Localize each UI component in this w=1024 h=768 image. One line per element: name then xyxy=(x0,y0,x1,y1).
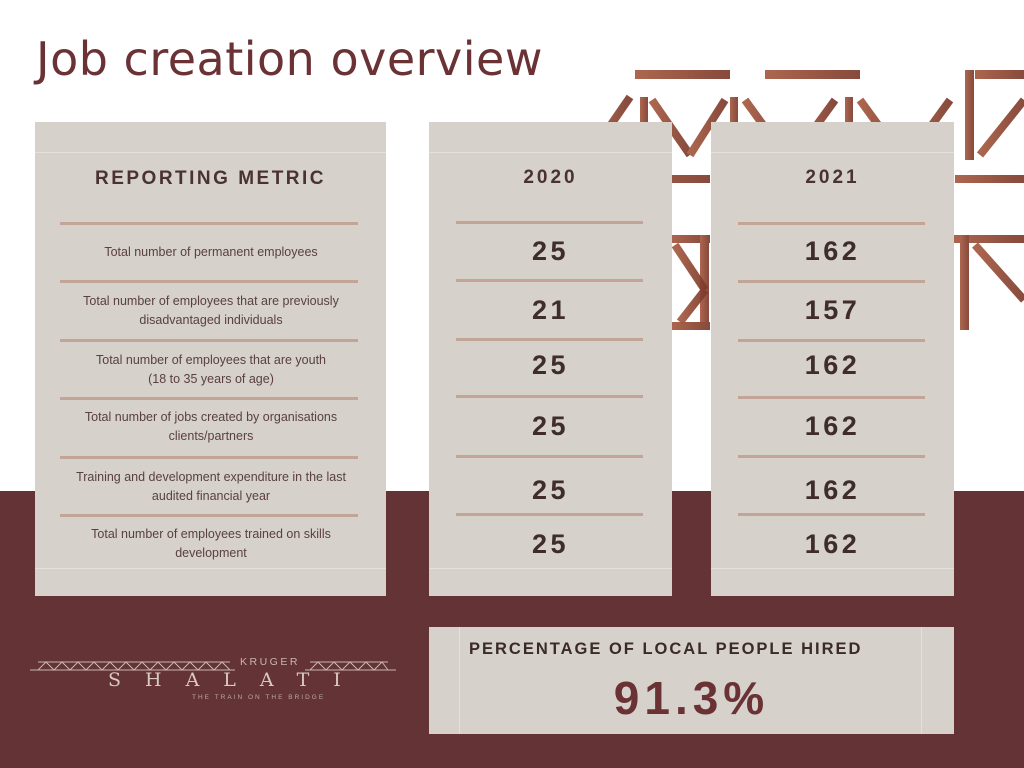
metric-label-line: disadvantaged individuals xyxy=(139,313,283,327)
metric-label-line: Training and development expenditure in … xyxy=(76,470,346,484)
value-2020: 25 xyxy=(531,411,570,441)
value-2021: 162 xyxy=(804,350,861,380)
row-divider xyxy=(738,222,925,225)
metric-label-youth-employees: Total number of employees that are youth… xyxy=(57,351,365,389)
row-divider xyxy=(456,279,643,282)
metric-label-disadvantaged-employees: Total number of employees that are previ… xyxy=(57,292,365,330)
row-divider xyxy=(60,456,358,459)
value-2020: 25 xyxy=(531,475,570,505)
metric-label-training-expenditure: Training and development expenditure in … xyxy=(57,468,365,506)
row-divider xyxy=(738,513,925,516)
row-divider xyxy=(60,280,358,283)
metric-label-line: Total number of jobs created by organisa… xyxy=(84,410,338,424)
kruger-shalati-logo: KRUGER SHALATI THE TRAIN ON THE BRIDGE xyxy=(30,652,396,704)
row-divider xyxy=(738,339,925,342)
metric-label-line: clients/partners xyxy=(168,429,254,443)
local-hire-label: PERCENTAGE OF LOCAL PEOPLE HIRED xyxy=(469,640,863,658)
logo-kruger-text: KRUGER xyxy=(240,656,300,668)
metric-label-line: Total number of employees that are youth xyxy=(96,353,326,367)
metric-label-line: audited financial year xyxy=(151,489,271,503)
row-divider xyxy=(60,397,358,400)
row-divider xyxy=(60,339,358,342)
row-divider xyxy=(456,338,643,341)
metric-label-line: (18 to 35 years of age) xyxy=(148,372,274,386)
metric-header: REPORTING METRIC xyxy=(94,168,327,189)
bridge-truss-icon xyxy=(30,661,396,671)
year-column-2021: 2021 162 157 162 162 162 162 xyxy=(711,122,954,596)
value-2020: 25 xyxy=(531,529,570,559)
row-divider xyxy=(456,221,643,224)
row-divider xyxy=(456,395,643,398)
row-divider xyxy=(738,280,925,283)
row-divider xyxy=(738,455,925,458)
local-hire-card: PERCENTAGE OF LOCAL PEOPLE HIRED 91.3% xyxy=(429,627,954,734)
year-column-2020: 2020 25 21 25 25 25 25 xyxy=(429,122,672,596)
logo-shalati-text: SHALATI xyxy=(108,669,365,691)
logo-tagline: THE TRAIN ON THE BRIDGE xyxy=(192,694,326,701)
metric-label-line: Total number of employees trained on ski… xyxy=(91,527,331,541)
year-header-2020: 2020 xyxy=(523,167,578,188)
value-2021: 162 xyxy=(804,529,861,559)
year-header-2021: 2021 xyxy=(805,167,860,188)
metric-label-line: Total number of employees that are previ… xyxy=(83,294,339,308)
metric-label-line: development xyxy=(175,546,247,560)
value-2021: 157 xyxy=(804,295,861,325)
row-divider xyxy=(60,514,358,517)
page-title: Job creation overview xyxy=(36,32,543,86)
value-2020: 21 xyxy=(531,295,570,325)
value-2021: 162 xyxy=(804,411,861,441)
metric-label-employees-trained: Total number of employees trained on ski… xyxy=(57,525,365,563)
metric-column-card: REPORTING METRIC Total number of permane… xyxy=(35,122,386,596)
card-edge xyxy=(35,152,386,153)
metric-label-permanent-employees: Total number of permanent employees xyxy=(57,243,365,262)
card-edge xyxy=(459,627,460,734)
card-edge xyxy=(711,152,954,153)
metric-label-line: Total number of permanent employees xyxy=(104,245,318,259)
card-edge xyxy=(711,568,954,569)
row-divider xyxy=(456,455,643,458)
row-divider xyxy=(738,396,925,399)
value-2021: 162 xyxy=(804,236,861,266)
value-2021: 162 xyxy=(804,475,861,505)
card-edge xyxy=(429,568,672,569)
card-edge xyxy=(35,568,386,569)
metric-label-jobs-created: Total number of jobs created by organisa… xyxy=(57,408,365,446)
row-divider xyxy=(456,513,643,516)
value-2020: 25 xyxy=(531,350,570,380)
card-edge xyxy=(921,627,922,734)
card-edge xyxy=(429,152,672,153)
row-divider xyxy=(60,222,358,225)
value-2020: 25 xyxy=(531,236,570,266)
local-hire-value: 91.3% xyxy=(613,672,770,724)
